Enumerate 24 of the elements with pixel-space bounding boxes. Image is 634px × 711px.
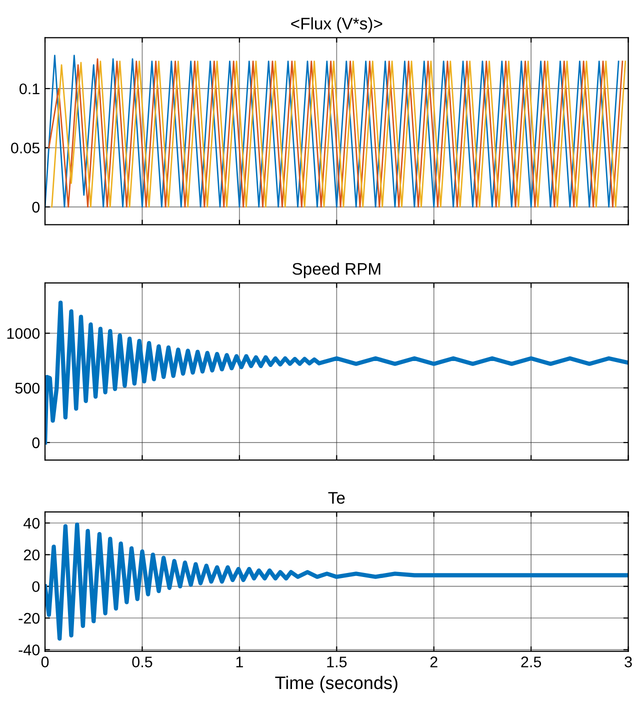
y-tick-label: -40 (18, 644, 40, 656)
x-tick-label: 1 (236, 656, 243, 668)
y-tick-label: 0.1 (20, 83, 40, 94)
x-tick-label: 3 (624, 656, 632, 668)
chart-title: <Flux (V*s)> (291, 17, 382, 33)
x-tick-label: 0.5 (132, 656, 152, 668)
chart-title: Speed RPM (292, 262, 380, 278)
y-tick-label: 40 (24, 518, 40, 529)
x-tick-label: 1.5 (327, 656, 347, 668)
y-tick-label: 20 (24, 550, 40, 560)
x-axis-title: Time (seconds) (275, 676, 398, 693)
chart-title: Te (328, 492, 345, 504)
y-tick-label: -20 (18, 612, 40, 624)
y-tick-label: 0 (32, 437, 40, 448)
line-series (45, 300, 628, 445)
x-tick-label: 2.5 (521, 656, 542, 668)
y-tick-label: 0.05 (11, 142, 40, 154)
y-tick-label: 1000 (7, 328, 40, 339)
y-tick-label: 0 (32, 202, 40, 213)
y-tick-label: 500 (15, 382, 40, 394)
x-tick-label: 0 (41, 656, 49, 668)
line-series (45, 522, 628, 641)
x-tick-label: 2 (430, 656, 438, 668)
y-tick-label: 0 (32, 581, 40, 592)
